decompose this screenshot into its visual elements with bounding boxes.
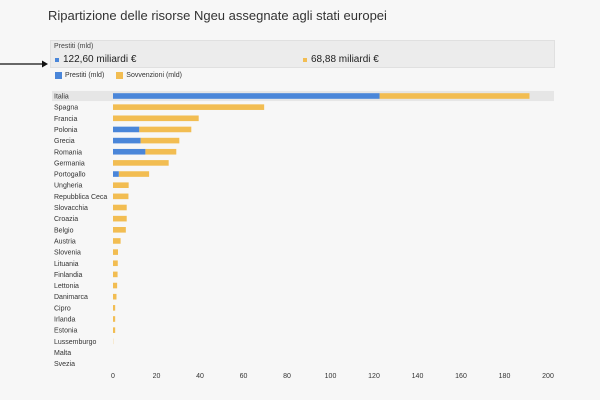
bar-prestiti[interactable] — [113, 148, 146, 155]
x-tick-label: 160 — [455, 373, 467, 380]
bar-sovvenzioni[interactable] — [113, 327, 116, 333]
bar-sovvenzioni[interactable] — [118, 171, 150, 177]
category-label: Ungheria — [54, 183, 83, 190]
legend-swatch-prestiti — [55, 72, 62, 79]
category-label: Lituania — [54, 261, 79, 268]
x-tick-label: 80 — [283, 373, 291, 380]
bar-sovvenzioni[interactable] — [145, 148, 177, 155]
bar-sovvenzioni[interactable] — [113, 182, 129, 188]
x-tick-label: 100 — [325, 373, 337, 380]
x-tick-label: 60 — [240, 373, 248, 380]
category-label: Estonia — [54, 328, 77, 335]
category-label: Austria — [54, 238, 76, 245]
legend-label-sovvenzioni: Sovvenzioni (mld) — [126, 72, 182, 79]
category-label: Spagna — [54, 105, 78, 112]
bar-sovvenzioni[interactable] — [113, 193, 129, 200]
category-label: Cipro — [54, 305, 71, 312]
category-label: Slovacchia — [54, 205, 88, 212]
x-tick-label: 20 — [153, 373, 161, 380]
bar-sovvenzioni[interactable] — [379, 93, 530, 99]
bar-sovvenzioni[interactable] — [113, 305, 116, 311]
bar-sovvenzioni[interactable] — [139, 126, 192, 133]
bar-sovvenzioni[interactable] — [113, 104, 265, 110]
category-label: Repubblica Ceca — [54, 194, 107, 201]
bar-sovvenzioni[interactable] — [113, 204, 127, 211]
bar-sovvenzioni[interactable] — [113, 238, 121, 244]
bar-prestiti[interactable] — [113, 171, 119, 177]
bar-sovvenzioni[interactable] — [113, 227, 126, 233]
x-tick-label: 120 — [368, 373, 380, 380]
category-label: Slovenia — [54, 250, 81, 257]
bar-sovvenzioni[interactable] — [113, 271, 118, 278]
category-label: Malta — [54, 350, 71, 357]
x-tick-label: 0 — [111, 373, 115, 380]
legend-swatch-sovvenzioni — [116, 72, 124, 79]
sovvenzioni-dot-icon — [303, 57, 307, 62]
category-label: Lussemburgo — [54, 339, 97, 346]
category-label: Svezia — [54, 361, 75, 368]
category-label: Germania — [54, 160, 85, 167]
category-label: Croazia — [54, 216, 78, 223]
category-label: Portogallo — [54, 172, 86, 179]
x-tick-label: 180 — [499, 373, 511, 380]
category-label: Finlandia — [54, 272, 83, 279]
legend-label-prestiti: Prestiti (mld) — [65, 72, 105, 79]
bar-sovvenzioni[interactable] — [113, 249, 119, 255]
legend-item-sovvenzioni[interactable]: Sovvenzioni (mld) — [116, 72, 182, 79]
data-tooltip: Prestiti (mld) 122,60 miliardi € 68,88 m… — [50, 40, 555, 68]
legend-item-prestiti[interactable]: Prestiti (mld) — [55, 72, 104, 79]
bar-sovvenzioni[interactable] — [113, 316, 116, 322]
bar-sovvenzioni[interactable] — [113, 293, 117, 300]
bar-sovvenzioni[interactable] — [113, 215, 127, 222]
bar-sovvenzioni[interactable] — [113, 115, 199, 122]
prestiti-dot-icon — [55, 57, 59, 62]
category-label: Polonia — [54, 127, 77, 134]
x-tick-label: 140 — [412, 373, 424, 380]
chart-legend: Prestiti (mld) Sovvenzioni (mld) — [55, 72, 182, 79]
bar-prestiti[interactable] — [113, 126, 140, 133]
arrow-pointer-icon — [0, 60, 48, 68]
category-label: Grecia — [54, 138, 75, 145]
tooltip-prestiti-value: 122,60 miliardi € — [63, 54, 137, 65]
category-label: Danimarca — [54, 294, 88, 301]
tooltip-sovvenzioni-value: 68,88 miliardi € — [311, 54, 379, 65]
bar-prestiti[interactable] — [113, 137, 141, 144]
category-label: Lettonia — [54, 283, 79, 290]
category-label: Irlanda — [54, 317, 76, 324]
category-label: Romania — [54, 149, 82, 156]
tooltip-header: Prestiti (mld) — [54, 43, 94, 50]
category-label: Belgio — [54, 227, 74, 234]
bar-sovvenzioni[interactable] — [113, 160, 169, 166]
bar-sovvenzioni[interactable] — [140, 137, 180, 144]
chart-title: Ripartizione delle risorse Ngeu assegnat… — [48, 8, 387, 23]
x-tick-label: 40 — [196, 373, 204, 380]
category-label: Italia — [54, 94, 69, 101]
bar-sovvenzioni[interactable] — [113, 260, 118, 267]
bar-prestiti[interactable] — [113, 93, 380, 99]
bar-sovvenzioni[interactable] — [113, 282, 118, 289]
x-tick-label: 200 — [542, 373, 554, 380]
tooltip-prestiti: 122,60 miliardi € — [55, 54, 136, 65]
category-label: Francia — [54, 116, 77, 123]
tooltip-sovvenzioni: 68,88 miliardi € — [303, 54, 379, 65]
